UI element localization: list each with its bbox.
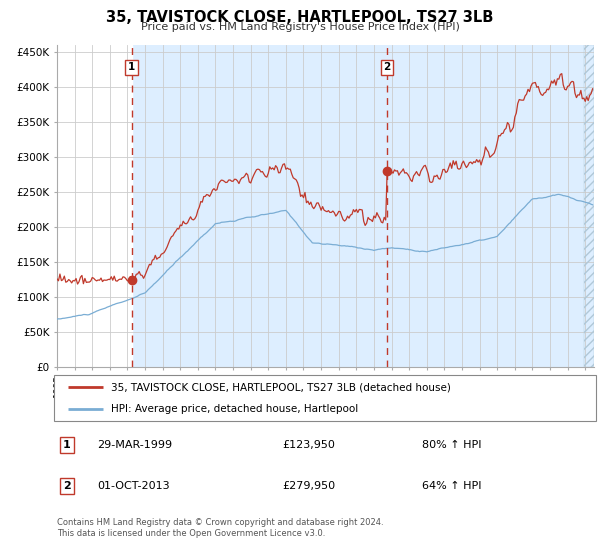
Bar [584,45,594,367]
Text: This data is licensed under the Open Government Licence v3.0.: This data is licensed under the Open Gov… [57,529,325,538]
Text: 80% ↑ HPI: 80% ↑ HPI [422,440,482,450]
Text: 35, TAVISTOCK CLOSE, HARTLEPOOL, TS27 3LB: 35, TAVISTOCK CLOSE, HARTLEPOOL, TS27 3L… [106,10,494,25]
Text: 35, TAVISTOCK CLOSE, HARTLEPOOL, TS27 3LB (detached house): 35, TAVISTOCK CLOSE, HARTLEPOOL, TS27 3L… [111,382,451,393]
Text: 29-MAR-1999: 29-MAR-1999 [97,440,172,450]
Text: £279,950: £279,950 [283,482,335,491]
Text: 01-OCT-2013: 01-OCT-2013 [97,482,170,491]
Bar [57,45,131,367]
Text: Price paid vs. HM Land Registry's House Price Index (HPI): Price paid vs. HM Land Registry's House … [140,22,460,32]
Bar [131,45,594,367]
Text: 64% ↑ HPI: 64% ↑ HPI [422,482,482,491]
Text: Contains HM Land Registry data © Crown copyright and database right 2024.: Contains HM Land Registry data © Crown c… [57,518,383,527]
FancyBboxPatch shape [55,376,596,421]
Text: 2: 2 [383,62,391,72]
Text: HPI: Average price, detached house, Hartlepool: HPI: Average price, detached house, Hart… [111,404,358,414]
Text: 1: 1 [63,440,71,450]
Text: £123,950: £123,950 [283,440,335,450]
Text: 2: 2 [63,482,71,491]
Text: 1: 1 [128,62,135,72]
